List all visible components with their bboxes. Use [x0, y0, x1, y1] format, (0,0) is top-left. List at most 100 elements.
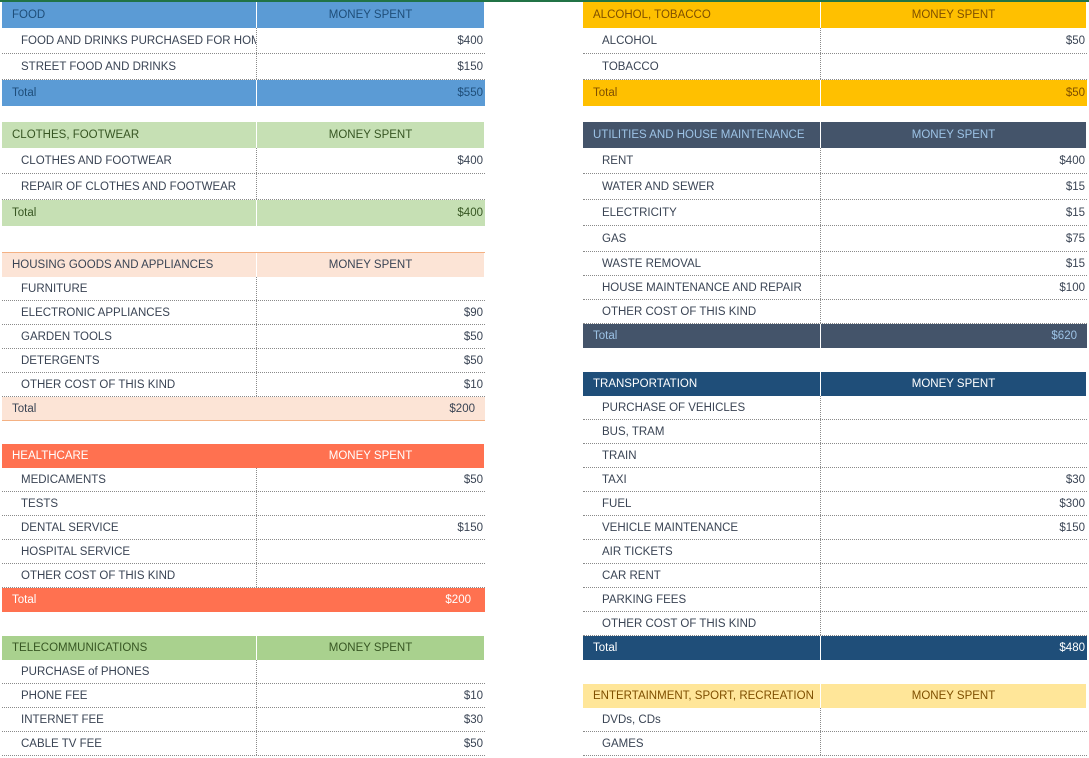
item-label[interactable]: DETERGENTS	[2, 349, 257, 372]
item-label[interactable]: OTHER COST OF THIS KIND	[2, 564, 257, 587]
item-value[interactable]	[821, 708, 1087, 731]
total-label[interactable]: Total	[583, 324, 821, 348]
item-label[interactable]: DENTAL SERVICE	[2, 516, 257, 539]
item-value[interactable]: $50	[463, 330, 483, 343]
table-header[interactable]: HOUSING GOODS AND APPLIANCES MONEY SPENT	[2, 253, 485, 277]
table-row[interactable]: OTHER COST OF THIS KIND	[583, 300, 1087, 324]
table-row[interactable]: AIR TICKETS	[583, 540, 1087, 564]
item-value[interactable]: $50	[463, 354, 483, 367]
table-row[interactable]: GARDEN TOOLS $50	[2, 325, 485, 349]
money-spent-header[interactable]: MONEY SPENT	[911, 378, 996, 390]
total-label[interactable]: Total	[2, 200, 257, 226]
item-value[interactable]: $400	[457, 154, 483, 167]
total-row[interactable]: Total $400	[2, 200, 485, 226]
item-label[interactable]: DVDs, CDs	[583, 708, 821, 731]
table-row[interactable]: OTHER COST OF THIS KIND	[583, 612, 1087, 636]
table-header[interactable]: ALCOHOL, TOBACCO MONEY SPENT	[583, 2, 1087, 28]
total-label[interactable]: Total	[2, 80, 257, 106]
table-row[interactable]: DVDs, CDs	[583, 708, 1087, 732]
total-value[interactable]: $50	[1065, 87, 1085, 99]
money-spent-header[interactable]: MONEY SPENT	[328, 450, 413, 462]
item-label[interactable]: FUEL	[583, 492, 821, 515]
item-value[interactable]: $150	[457, 521, 483, 534]
table-row[interactable]: GAMES	[583, 732, 1087, 756]
money-spent-header[interactable]: MONEY SPENT	[328, 642, 413, 654]
item-value[interactable]	[257, 564, 485, 587]
item-value[interactable]	[821, 300, 1087, 323]
money-spent-header[interactable]: MONEY SPENT	[328, 259, 413, 271]
item-value[interactable]: $75	[1065, 232, 1085, 245]
table-row[interactable]: CABLE TV FEE $50	[2, 732, 485, 756]
item-label[interactable]: FURNITURE	[2, 277, 257, 300]
table-row[interactable]: REPAIR OF CLOTHES AND FOOTWEAR	[2, 174, 485, 200]
table-header[interactable]: HEALTHCARE MONEY SPENT	[2, 444, 485, 468]
money-spent-header[interactable]: MONEY SPENT	[911, 690, 996, 702]
category-title[interactable]: TELECOMMUNICATIONS	[2, 636, 257, 660]
item-label[interactable]: OTHER COST OF THIS KIND	[583, 612, 821, 635]
table-header[interactable]: ENTERTAINMENT, SPORT, RECREATION MONEY S…	[583, 684, 1087, 708]
total-label[interactable]: Total	[12, 402, 37, 415]
table-row[interactable]: BUS, TRAM	[583, 420, 1087, 444]
item-label[interactable]: ALCOHOL	[583, 28, 821, 53]
table-row[interactable]: WASTE REMOVAL $15	[583, 252, 1087, 276]
item-value[interactable]: $100	[1059, 281, 1085, 294]
table-row[interactable]: PHONE FEE $10	[2, 684, 485, 708]
total-row[interactable]: Total $200	[2, 588, 485, 612]
table-row[interactable]: TAXI $30	[583, 468, 1087, 492]
table-row[interactable]: GAS $75	[583, 226, 1087, 252]
total-row[interactable]: Total $200	[2, 397, 485, 421]
item-value[interactable]	[821, 444, 1087, 467]
item-label[interactable]: PURCHASE of PHONES	[2, 660, 257, 683]
item-label[interactable]: HOUSE MAINTENANCE AND REPAIR	[583, 276, 821, 299]
table-row[interactable]: ELECTRONIC APPLIANCES $90	[2, 301, 485, 325]
item-value[interactable]	[257, 492, 485, 515]
item-value[interactable]: $30	[463, 713, 483, 726]
total-value[interactable]: $480	[1059, 642, 1085, 654]
item-label[interactable]: TAXI	[583, 468, 821, 491]
category-title[interactable]: HEALTHCARE	[12, 450, 89, 462]
table-row[interactable]: ELECTRICITY $15	[583, 200, 1087, 226]
item-label[interactable]: FOOD AND DRINKS PURCHASED FOR HOME	[2, 28, 257, 53]
category-title[interactable]: ALCOHOL, TOBACCO	[583, 2, 821, 28]
category-title[interactable]: CLOTHES, FOOTWEAR	[2, 122, 257, 148]
total-label[interactable]: Total	[12, 594, 37, 606]
table-header[interactable]: UTILITIES AND HOUSE MAINTENANCE MONEY SP…	[583, 122, 1087, 148]
category-title[interactable]: FOOD	[2, 2, 257, 28]
total-value[interactable]: $620	[1051, 330, 1077, 342]
item-value[interactable]	[821, 564, 1087, 587]
item-value[interactable]: $10	[463, 689, 483, 702]
total-row[interactable]: Total $50	[583, 80, 1087, 106]
item-label[interactable]: HOSPITAL SERVICE	[2, 540, 257, 563]
table-row[interactable]: INTERNET FEE $30	[2, 708, 485, 732]
item-value[interactable]	[821, 732, 1087, 755]
table-row[interactable]: DENTAL SERVICE $150	[2, 516, 485, 540]
item-value[interactable]: $10	[463, 378, 483, 391]
total-value[interactable]: $200	[449, 402, 475, 415]
item-value[interactable]: $400	[1059, 154, 1085, 167]
item-label[interactable]: MEDICAMENTS	[2, 468, 257, 491]
table-row[interactable]: TRAIN	[583, 444, 1087, 468]
money-spent-header[interactable]: MONEY SPENT	[328, 129, 413, 141]
table-row[interactable]: VEHICLE MAINTENANCE $150	[583, 516, 1087, 540]
item-value[interactable]	[257, 660, 485, 683]
item-value[interactable]	[257, 174, 485, 199]
table-row[interactable]: CLOTHES AND FOOTWEAR $400	[2, 148, 485, 174]
item-value[interactable]: $50	[1065, 34, 1085, 47]
table-row[interactable]: DETERGENTS $50	[2, 349, 485, 373]
item-value[interactable]: $400	[457, 34, 483, 47]
item-value[interactable]: $30	[1065, 473, 1085, 486]
item-value[interactable]: $15	[1065, 257, 1085, 270]
item-value[interactable]	[821, 396, 1087, 419]
table-row[interactable]: RENT $400	[583, 148, 1087, 174]
item-label[interactable]: GARDEN TOOLS	[2, 325, 257, 348]
table-row[interactable]: PURCHASE OF VEHICLES	[583, 396, 1087, 420]
item-value[interactable]	[821, 420, 1087, 443]
item-label[interactable]: GAMES	[583, 732, 821, 755]
table-row[interactable]: FOOD AND DRINKS PURCHASED FOR HOME $400	[2, 28, 485, 54]
item-value[interactable]: $300	[1059, 497, 1085, 510]
item-value[interactable]: $15	[1065, 206, 1085, 219]
item-value[interactable]	[257, 277, 485, 300]
item-label[interactable]: CLOTHES AND FOOTWEAR	[2, 148, 257, 173]
category-title[interactable]: TRANSPORTATION	[583, 372, 821, 396]
item-label[interactable]: VEHICLE MAINTENANCE	[583, 516, 821, 539]
